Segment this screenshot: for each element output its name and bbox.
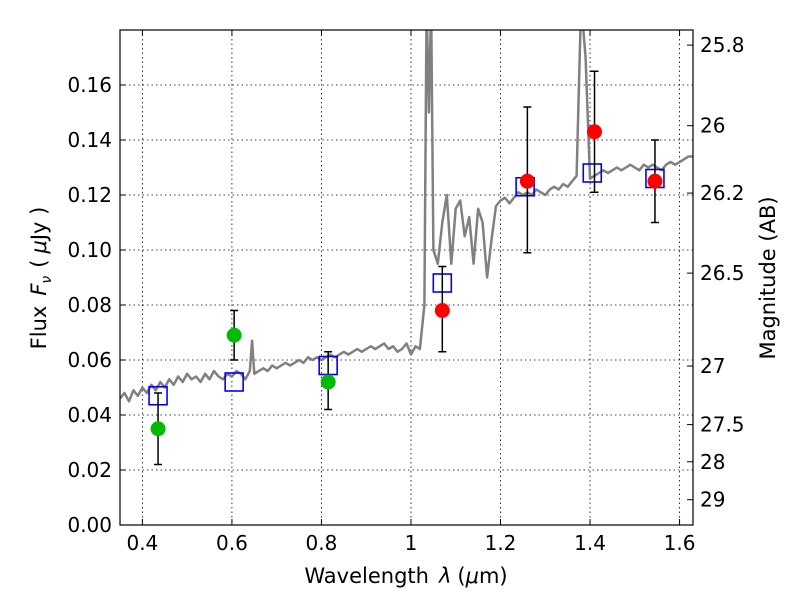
- y-tick-label: 0.08: [67, 293, 112, 317]
- y2-tick-label: 27: [700, 354, 725, 378]
- y-axis-label-unit-rest: Jy ): [27, 207, 51, 243]
- y-tick-label: 0.06: [67, 348, 112, 372]
- observed-data-point: [226, 327, 242, 343]
- model-photometry-square: [224, 372, 244, 392]
- x-axis-label: Wavelength λ (μm): [304, 564, 507, 588]
- y2-tick-label: 26.5: [700, 261, 745, 285]
- data-layer: [120, 30, 693, 466]
- observed-data-point: [519, 173, 535, 189]
- y2-tick-label: 25.8: [700, 33, 745, 57]
- y-tick-label: 0.16: [67, 73, 112, 97]
- observed-data-point: [647, 173, 663, 189]
- y-tick-label: 0.02: [67, 458, 112, 482]
- x-tick-label: 1: [405, 531, 418, 555]
- y-axis-label-unit-open: (: [27, 260, 51, 268]
- y-tick-label: 0.12: [67, 183, 112, 207]
- x-tick-label: 1.6: [664, 531, 696, 555]
- y2-tick-label: 26: [700, 114, 725, 138]
- y-axis-label-symbol: F: [27, 283, 51, 296]
- observed-data-point: [587, 124, 603, 140]
- y2-tick-label: 26.2: [700, 181, 745, 205]
- x-tick-label: 0.6: [216, 531, 248, 555]
- x-tick-label: 1.4: [574, 531, 606, 555]
- y-tick-label: 0.04: [67, 403, 112, 427]
- axis-ticks: 0.4 0.6 0.8 1 1.2 1.4 1.6 0.00 0.02 0.04 0.06 0.08 0…: [67, 30, 745, 555]
- y2-axis-label: Magnitude (AB): [756, 196, 780, 359]
- observed-data-point: [434, 303, 450, 318]
- y2-tick-label: 29: [700, 488, 725, 512]
- y-axis-label: Flux Fν ( μJy ): [27, 207, 55, 350]
- x-tick-label: 0.4: [126, 531, 158, 555]
- x-axis-label-unit-open: (: [457, 564, 465, 588]
- y-tick-label: 0.10: [67, 238, 112, 262]
- observed-data-point: [320, 374, 336, 390]
- x-tick-label: 0.8: [306, 531, 338, 555]
- y-tick-label: 0.14: [67, 128, 112, 152]
- x-axis-label-symbol: λ: [438, 564, 451, 588]
- observed-data-point: [150, 421, 166, 437]
- y-axis-label-unit-mu: μ: [27, 240, 51, 254]
- x-axis-label-unit-rest: m): [479, 564, 508, 588]
- y2-tick-label: 27.5: [700, 413, 745, 437]
- x-axis-label-text: Wavelength: [304, 564, 429, 588]
- y-axis-label-subscript: ν: [39, 276, 55, 284]
- model-photometry-square: [582, 163, 603, 183]
- grid-lines: [120, 30, 693, 526]
- y-tick-label: 0.00: [67, 513, 112, 537]
- y2-tick-label: 28: [700, 450, 725, 474]
- y-axis-label-text: Flux: [27, 306, 51, 350]
- x-axis-label-unit-mu: μ: [465, 564, 479, 588]
- x-tick-label: 1.2: [485, 531, 517, 555]
- model-sed-line: [120, 30, 693, 403]
- plot-frame: [119, 29, 694, 526]
